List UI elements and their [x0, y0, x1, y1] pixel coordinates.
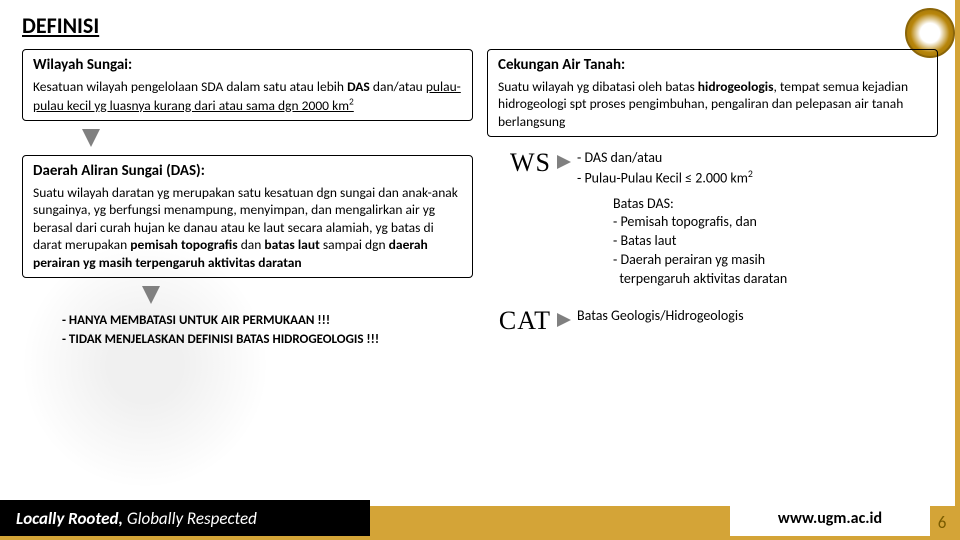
page-title: DEFINISI [22, 12, 938, 39]
note-line-1: - HANYA MEMBATASI UNTUK AIR PERMUKAAN !!… [62, 312, 473, 330]
cat-text: Batas Geologis/Hidrogeologis [577, 303, 744, 326]
left-column: Wilayah Sungai: Kesatuan wilayah pengelo… [22, 49, 473, 349]
ws-label: WS [487, 145, 557, 180]
cat-label: CAT [487, 303, 557, 338]
ws-sub: Batas DAS: - Pemisah topografis, dan - B… [613, 195, 938, 289]
footer: Locally Rooted, Globally Respected www.u… [0, 488, 960, 540]
page-number: 6 [930, 508, 954, 536]
box3-title: Cekungan Air Tanah: [498, 56, 927, 76]
box1-body: Kesatuan wilayah pengelolaan SDA dalam s… [33, 78, 462, 115]
ws-line2: - Pulau-Pulau Kecil ≤ 2.000 km2 [577, 168, 753, 189]
footer-url: www.ugm.ac.id [730, 500, 930, 536]
arrow-right-icon [557, 313, 571, 327]
slide-body: DEFINISI Wilayah Sungai: Kesatuan wilaya… [0, 0, 960, 488]
box2-body: Suatu wilayah daratan yg merupakan satu … [33, 184, 462, 272]
box-cekungan: Cekungan Air Tanah: Suatu wilayah yg dib… [487, 49, 938, 137]
ws-block: WS - DAS dan/atau - Pulau-Pulau Kecil ≤ … [487, 145, 938, 338]
tagline-bold: Locally Rooted, [16, 508, 123, 529]
tagline-rest: Globally Respected [127, 508, 257, 529]
box-wilayah-sungai: Wilayah Sungai: Kesatuan wilayah pengelo… [22, 49, 473, 121]
ws-sub-title: Batas DAS: [613, 195, 938, 214]
box3-body: Suatu wilayah yg dibatasi oleh batas hid… [498, 78, 927, 131]
arrow-right-icon [557, 155, 571, 169]
ws-line1: - DAS dan/atau [577, 149, 753, 168]
box1-title: Wilayah Sungai: [33, 56, 462, 76]
arrow-down-icon [82, 129, 100, 147]
note-block: - HANYA MEMBATASI UNTUK AIR PERMUKAAN !!… [62, 312, 473, 348]
box2-title: Daerah Aliran Sungai (DAS): [33, 162, 462, 182]
arrow-down-icon [142, 286, 160, 304]
box-das: Daerah Aliran Sungai (DAS): Suatu wilaya… [22, 155, 473, 278]
ws-sub3: - Daerah perairan yg masih [613, 251, 938, 270]
right-column: Cekungan Air Tanah: Suatu wilayah yg dib… [487, 49, 938, 349]
ws-sub1: - Pemisah topografis, dan [613, 213, 938, 232]
note-line-2: - TIDAK MENJELASKAN DEFINISI BATAS HIDRO… [62, 331, 473, 349]
ws-sub2: - Batas laut [613, 232, 938, 251]
ws-sub4: terpengaruh aktivitas daratan [613, 270, 938, 289]
footer-tagline: Locally Rooted, Globally Respected [0, 500, 370, 536]
ws-text: - DAS dan/atau - Pulau-Pulau Kecil ≤ 2.0… [577, 145, 753, 188]
